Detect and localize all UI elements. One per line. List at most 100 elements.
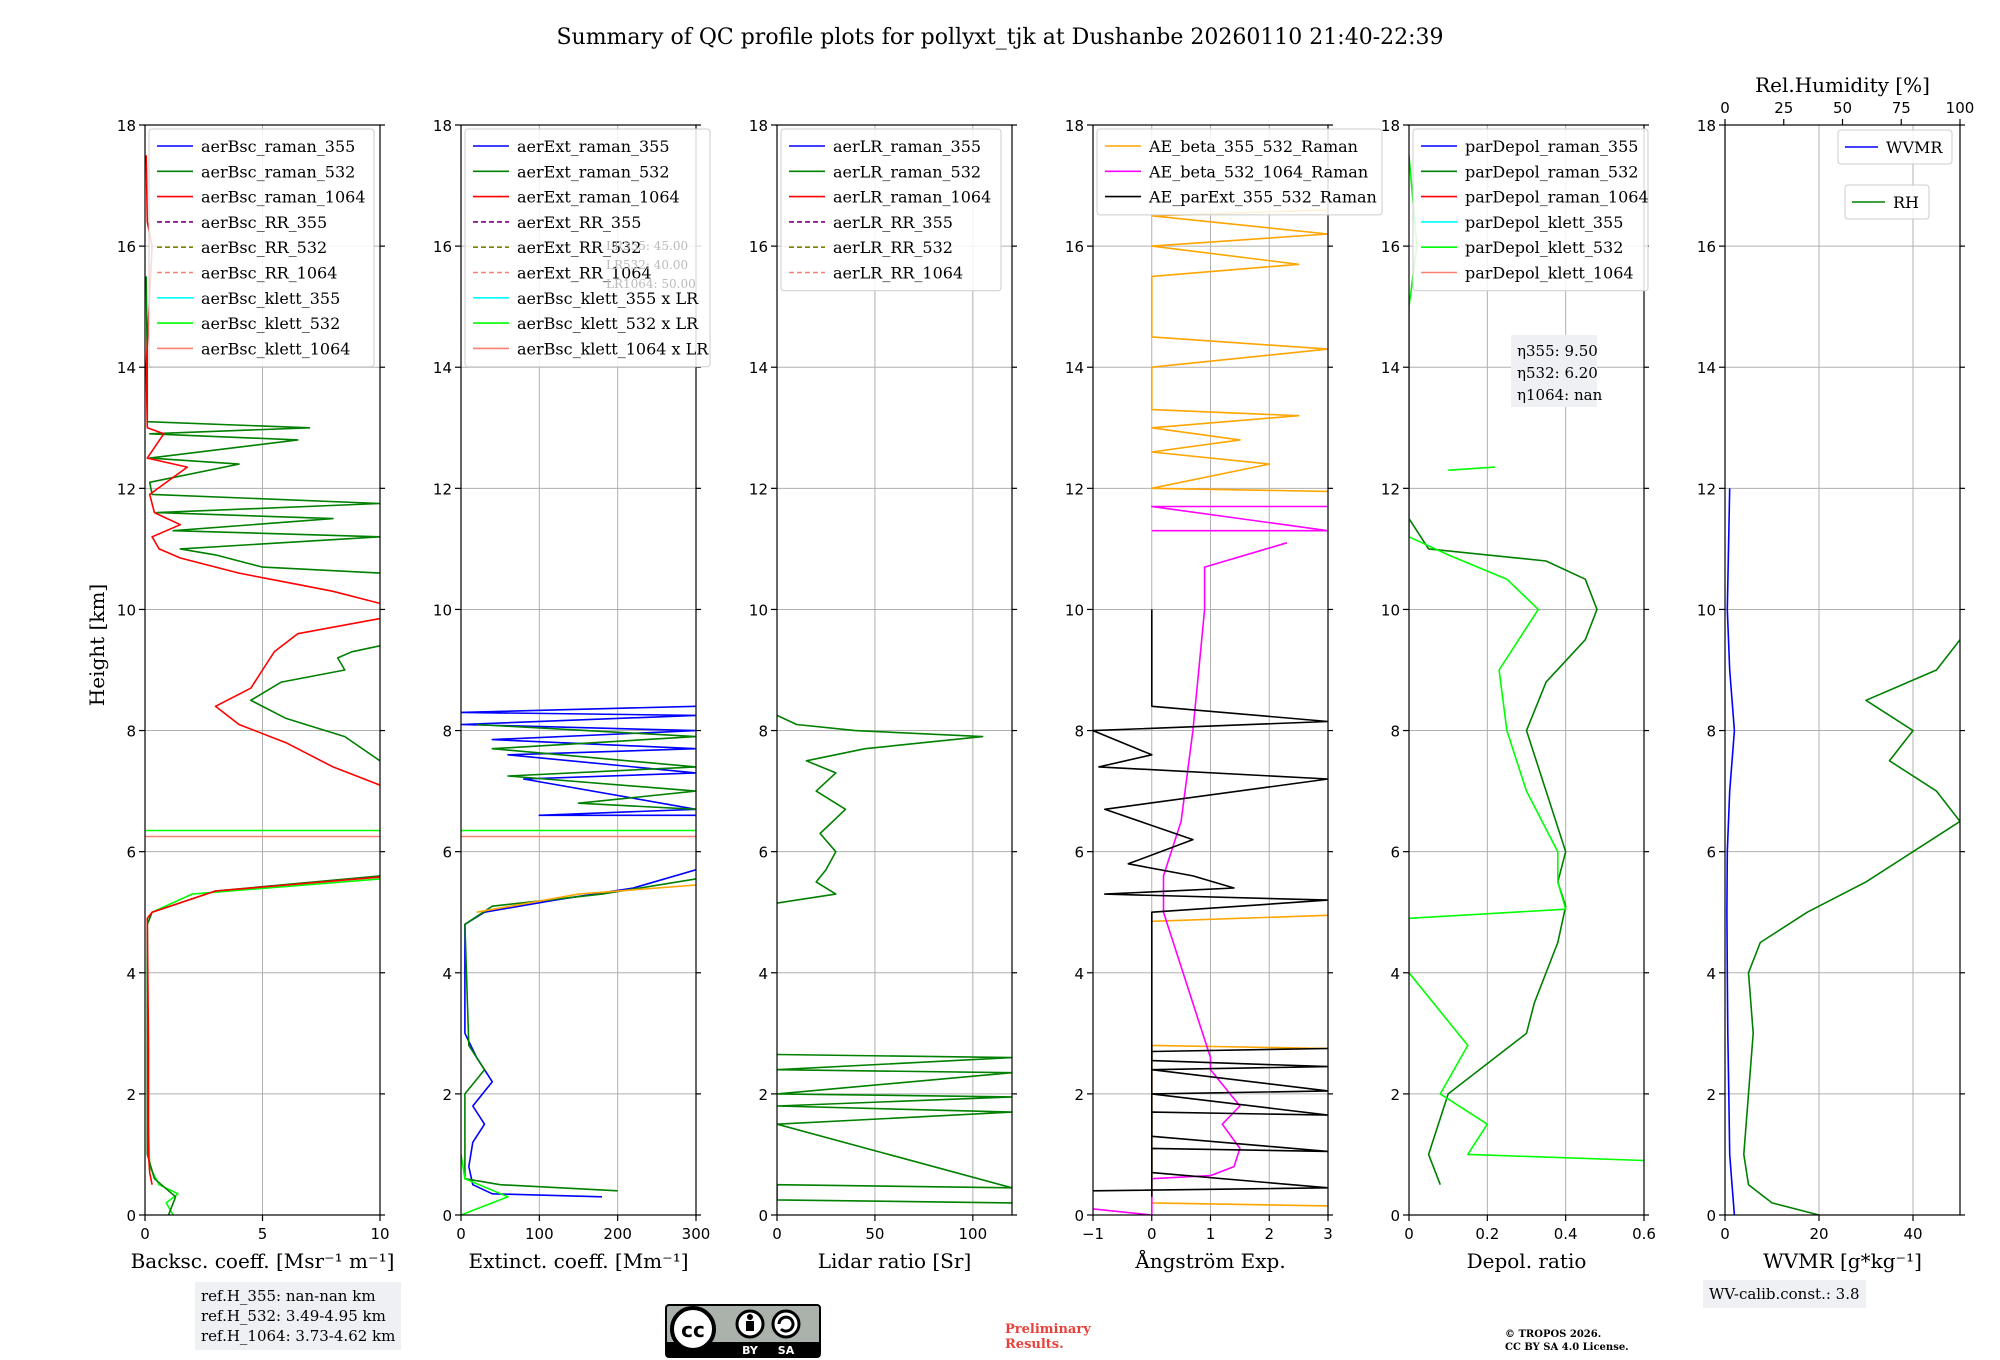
data-series-group <box>1093 209 1328 1215</box>
legend-label: WVMR <box>1886 138 1943 157</box>
y-tick-label: 4 <box>442 965 452 983</box>
series-aerBsc_raman_532_upper <box>250 645 380 762</box>
x-axis-label: Backsc. coeff. [Msr⁻¹ m⁻¹] <box>131 1249 395 1273</box>
x-axis-label: Lidar ratio [Sr] <box>818 1249 972 1273</box>
cc-icon <box>670 1306 716 1352</box>
data-series-group <box>777 714 1012 1204</box>
y-tick-label: 14 <box>1065 359 1084 377</box>
y-tick-label: 18 <box>749 117 768 135</box>
legend-label: AE_beta_532_1064_Raman <box>1148 162 1368 181</box>
legend-label: aerBsc_klett_532 x LR <box>517 314 699 333</box>
x-tick-label: 0 <box>1404 1225 1414 1243</box>
y-tick-label: 14 <box>1381 359 1400 377</box>
legend: parDepol_raman_355 parDepol_raman_532 parD… <box>1412 128 1649 292</box>
y-tick-label: 12 <box>1381 480 1400 498</box>
top-x-tick-label: 100 <box>1946 99 1975 117</box>
cc-badge-text: cc <box>681 1318 705 1342</box>
legend: aerExt_raman_355 aerExt_raman_532 aerExt_r… <box>464 128 711 368</box>
series-AE_beta_355_532_Raman_upper <box>1151 209 1328 493</box>
x-axis-label: Depol. ratio <box>1467 1249 1587 1273</box>
copyright-line-1: © TROPOS 2026. <box>1505 1329 1602 1340</box>
ref-height-1064: ref.H_1064: 3.73-4.62 km <box>201 1327 396 1345</box>
y-tick-label: 18 <box>433 117 452 135</box>
legend-frame <box>148 128 375 368</box>
y-tick-label: 12 <box>749 480 768 498</box>
legend-label: aerBsc_klett_355 x LR <box>517 289 699 308</box>
y-tick-label: 18 <box>1065 117 1084 135</box>
y-tick-label: 16 <box>433 238 452 256</box>
legend: aerBsc_raman_355 aerBsc_raman_532 aerBsc_r… <box>148 128 375 368</box>
x-tick-label: 0 <box>140 1225 150 1243</box>
legend-label: parDepol_klett_355 <box>1465 213 1623 232</box>
legend-label: aerBsc_klett_532 <box>201 314 340 333</box>
legend-frame <box>464 128 711 368</box>
series-RH <box>1743 639 1960 1215</box>
series-aerBsc_klett_532 <box>146 878 380 1215</box>
top-x-axis-label: Rel.Humidity [%] <box>1755 73 1930 97</box>
y-tick-label: 4 <box>1074 965 1084 983</box>
axes-frame <box>1408 124 1645 1216</box>
x-tick-label: −1 <box>1082 1225 1104 1243</box>
legend-label: aerLR_RR_1064 <box>833 264 963 283</box>
y-tick-label: 16 <box>1697 238 1716 256</box>
y-tick-label: 10 <box>433 601 452 619</box>
legend-label: aerBsc_RR_532 <box>201 238 327 257</box>
y-tick-label: 6 <box>758 844 768 862</box>
series-AE_beta_532_1064_Raman_upper <box>1151 505 1328 532</box>
series-parDepol_raman_532 <box>1409 518 1598 1185</box>
eta-label: η355: 9.50 <box>1517 342 1598 360</box>
top-x-tick-label: 0 <box>1720 99 1730 117</box>
series-aerExt_raman_355 <box>464 869 696 1198</box>
y-tick-label: 6 <box>442 844 452 862</box>
sa-badge-text: SA <box>778 1344 795 1357</box>
series-aerExt_raman_532_upper <box>476 723 696 811</box>
legend-label: parDepol_klett_1064 <box>1465 264 1634 283</box>
top-x-tick-label: 50 <box>1833 99 1852 117</box>
x-tick-label: 0 <box>456 1225 466 1243</box>
y-tick-label: 16 <box>749 238 768 256</box>
y-tick-label: 10 <box>1381 601 1400 619</box>
x-tick-label: 0.6 <box>1632 1225 1656 1243</box>
legend-label: aerExt_RR_1064 <box>517 264 652 283</box>
legend-label: aerExt_RR_355 <box>517 213 641 232</box>
legend-label: aerBsc_RR_355 <box>201 213 327 232</box>
y-tick-label: 0 <box>758 1207 768 1225</box>
x-axis-label: WVMR [g*kg⁻¹] <box>1763 1249 1922 1273</box>
legend-label: aerExt_raman_355 <box>517 137 670 156</box>
legend-label: aerBsc_raman_532 <box>201 162 355 181</box>
y-tick-label: 4 <box>1390 965 1400 983</box>
legend-box-rh: RH <box>1844 184 1930 220</box>
preliminary-results-note: Preliminary Results. <box>1005 1322 1091 1352</box>
legend-label: aerBsc_klett_1064 <box>201 339 350 358</box>
eta-label: η1064: nan <box>1517 386 1603 404</box>
panel-backscatter: 0 2 4 6 8 10 12 14 16 18 0 5 10 Backsc. coeff. [Msr⁻¹… <box>117 117 394 1273</box>
eta-label: η532: 6.20 <box>1517 364 1598 382</box>
x-tick-label: 300 <box>682 1225 711 1243</box>
series-aerBsc_klett_532_x_LR <box>461 1154 509 1215</box>
y-tick-label: 8 <box>442 723 452 741</box>
x-tick-label: 100 <box>959 1225 988 1243</box>
x-axis-label: Extinct. coeff. [Mm⁻¹] <box>468 1249 688 1273</box>
y-tick-label: 4 <box>126 965 136 983</box>
legend-frame <box>780 128 1002 292</box>
cc-by-sa-license-badge: cc BY SA <box>665 1304 821 1358</box>
x-tick-label: 3 <box>1323 1225 1333 1243</box>
series-AE_beta_355_532_Raman_mid <box>1151 914 1328 923</box>
series-aerLR_raman_532 <box>777 714 984 904</box>
y-tick-label: 16 <box>117 238 136 256</box>
figure-title: Summary of QC profile plots for pollyxt_… <box>556 25 1443 50</box>
y-tick-label: 6 <box>1706 844 1716 862</box>
data-series-group <box>461 705 696 1215</box>
eta-calibration-box: η355: 9.50 η532: 6.20 η1064: nan <box>1511 335 1603 407</box>
series-aerBsc_raman_1064_upper <box>214 617 380 786</box>
x-tick-label: 40 <box>1903 1225 1922 1243</box>
reference-height-box: ref.H_355: nan-nan km ref.H_532: 3.49-4.… <box>195 1282 402 1350</box>
lidar-ratio-annotation: LR532: 40.00 <box>606 258 688 272</box>
x-axis-label: Ångström Exp. <box>1134 1248 1285 1273</box>
legend: aerLR_raman_355 aerLR_raman_532 aerLR_rama… <box>780 128 1002 292</box>
panel-extinction: 0 2 4 6 8 10 12 14 16 18 0 100 200 300 Extinct. coeff.… <box>433 117 711 1273</box>
legend-label: aerBsc_raman_355 <box>201 137 355 156</box>
legend-box-wvmr: WVMR <box>1837 129 1953 165</box>
data-series-group <box>1726 488 1960 1215</box>
